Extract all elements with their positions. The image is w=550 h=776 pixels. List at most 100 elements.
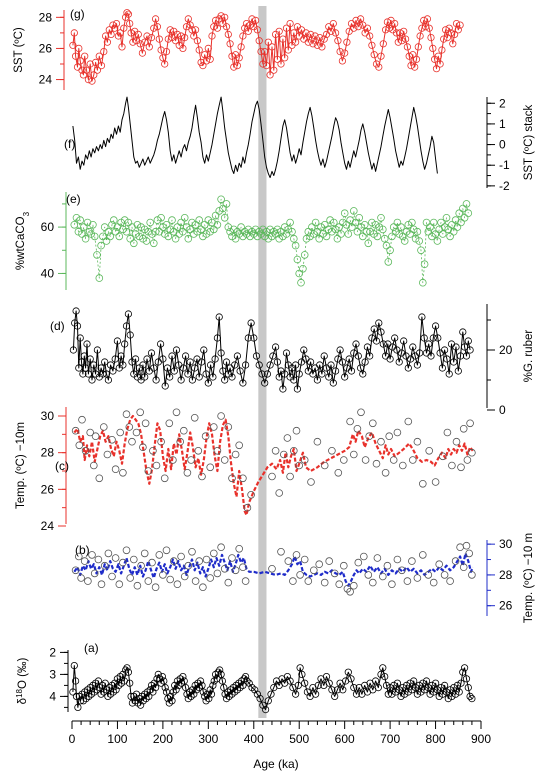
data-point-g — [407, 61, 415, 70]
data-point-b — [71, 566, 80, 575]
x-tick-label: 900 — [471, 732, 491, 746]
data-point-e — [128, 223, 136, 231]
data-point-b — [122, 546, 131, 555]
data-point-g — [302, 29, 310, 37]
series-line-e — [73, 198, 469, 284]
data-point-g — [112, 19, 121, 28]
data-point-a — [453, 681, 461, 690]
data-point-d — [377, 328, 385, 336]
data-point-d — [336, 346, 344, 354]
data-point-g — [70, 29, 78, 37]
data-point-d — [281, 370, 289, 378]
data-point-d — [182, 352, 190, 360]
data-point-e — [377, 214, 385, 222]
data-point-d — [290, 376, 298, 384]
data-point-c — [286, 472, 294, 481]
data-point-b — [284, 557, 293, 565]
data-point-c — [365, 432, 374, 441]
series-line-c-curve — [73, 414, 474, 517]
data-point-g — [320, 35, 328, 43]
data-point-e — [157, 214, 165, 222]
data-point-c — [334, 468, 343, 477]
data-point-e — [286, 218, 294, 227]
data-point-a — [197, 677, 205, 685]
data-point-c — [111, 465, 120, 474]
x-tick-label: 500 — [289, 732, 309, 746]
data-point-g — [432, 65, 441, 73]
data-point-g — [253, 26, 261, 34]
data-point-a — [410, 677, 418, 685]
data-point-d — [219, 367, 227, 375]
data-point-g — [368, 41, 376, 49]
data-point-c — [125, 423, 134, 431]
data-point-d — [84, 370, 93, 378]
data-point-d — [452, 343, 460, 351]
data-point-a — [388, 690, 396, 698]
data-point-a — [347, 675, 355, 683]
data-point-e — [97, 241, 105, 250]
data-point-c — [339, 456, 348, 464]
data-point-d — [157, 340, 165, 348]
data-point-d — [143, 355, 151, 363]
data-point-c — [247, 490, 255, 499]
data-point-g — [456, 21, 464, 29]
data-point-d — [117, 352, 125, 360]
panel-letter-c: (c) — [55, 459, 69, 473]
data-point-d — [400, 337, 408, 345]
data-point-g — [266, 71, 274, 79]
data-point-e — [322, 232, 331, 241]
data-point-d — [454, 367, 462, 375]
y-tick-label-c: 26 — [41, 482, 55, 496]
data-point-e — [215, 207, 224, 215]
data-point-g — [111, 24, 119, 32]
data-point-d — [93, 346, 102, 354]
data-point-a — [374, 683, 382, 692]
data-point-d — [69, 346, 78, 354]
panel-b: 26 28 30 Temp. (ºC) −10 m (b) — [71, 533, 535, 623]
data-point-g — [286, 19, 294, 28]
data-point-a — [69, 688, 77, 696]
data-point-b — [346, 587, 354, 596]
x-tick-label: 800 — [426, 732, 446, 746]
data-point-d — [204, 379, 212, 387]
data-point-b — [364, 571, 373, 579]
data-point-a — [168, 697, 176, 705]
data-point-a — [404, 688, 412, 696]
data-point-b — [97, 580, 106, 588]
data-point-e — [226, 227, 234, 236]
data-point-e — [449, 227, 458, 236]
data-point-c — [466, 419, 474, 428]
data-point-g — [434, 52, 442, 60]
data-point-d — [291, 361, 300, 369]
data-point-d — [258, 370, 266, 378]
data-point-c — [307, 478, 315, 486]
data-point-b — [100, 561, 109, 570]
data-point-b — [300, 555, 309, 564]
data-point-g — [341, 49, 349, 57]
data-point-a — [419, 679, 427, 687]
data-point-b — [398, 566, 406, 575]
data-point-d — [124, 310, 132, 318]
y-axis-label-d: %G. ruber — [523, 330, 535, 383]
data-point-a — [218, 677, 226, 685]
data-point-g — [449, 40, 457, 48]
data-point-b — [88, 551, 96, 559]
data-point-c — [213, 446, 222, 455]
data-point-e — [235, 230, 244, 238]
data-point-g — [403, 43, 411, 51]
data-point-c — [128, 437, 136, 446]
data-point-e — [340, 209, 349, 218]
data-point-c — [190, 413, 199, 422]
data-point-g — [141, 38, 149, 46]
data-point-e — [338, 218, 347, 227]
y-tick-label-d: 0 — [499, 403, 506, 417]
data-point-g — [414, 43, 422, 51]
data-point-g — [401, 35, 410, 43]
data-point-g — [181, 33, 189, 42]
data-point-g — [279, 35, 287, 43]
data-point-g — [354, 23, 362, 31]
data-point-g — [264, 38, 272, 46]
data-point-a — [161, 683, 169, 692]
data-point-a — [430, 688, 438, 696]
